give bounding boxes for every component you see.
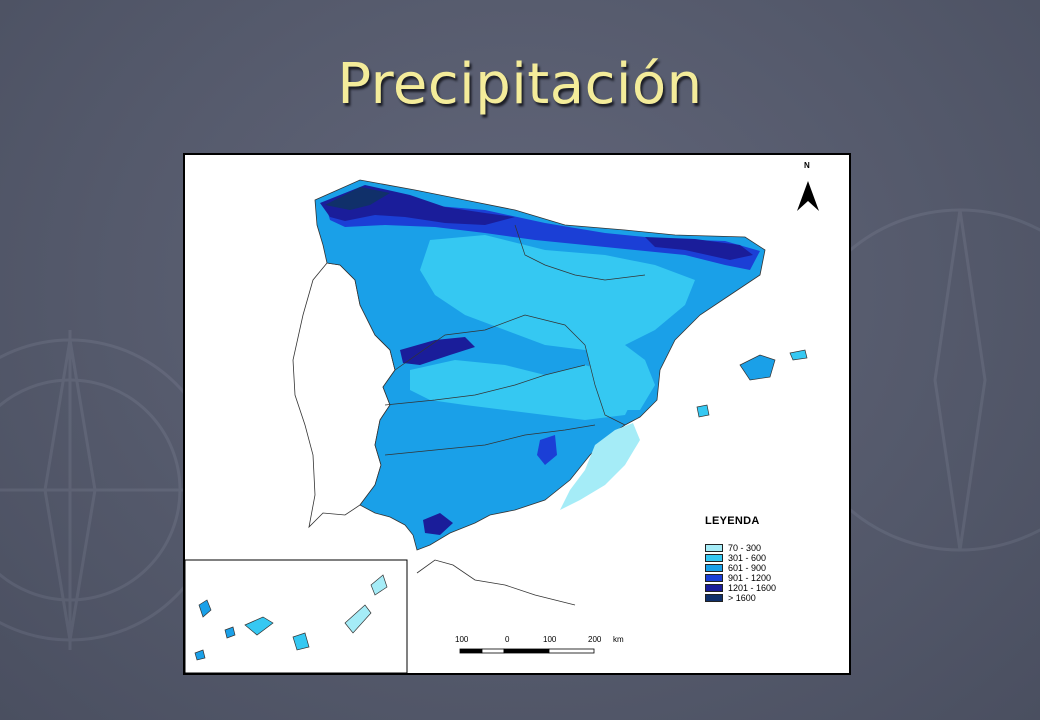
legend-label: 301 - 600 <box>728 553 767 563</box>
north-arrow-icon <box>797 181 819 211</box>
canary-islands-inset <box>185 559 408 673</box>
precipitation-map: N 100 0 100 200 km LEYENDA 70 - 300 301 … <box>183 153 851 675</box>
balearic-menorca <box>789 349 808 361</box>
legend-item: 1201 - 1600 <box>705 583 825 593</box>
zone-301-600-north <box>420 235 695 350</box>
slide-title: Precipitación <box>337 52 703 117</box>
legend-item: 601 - 900 <box>705 563 825 573</box>
canary-islands <box>194 574 388 661</box>
legend-swatch <box>705 574 723 582</box>
zone-70-300-southeast <box>560 423 640 510</box>
zone-1201-1600-pyrenees <box>645 237 753 260</box>
legend-label: 601 - 900 <box>728 563 767 573</box>
legend-label: 901 - 1200 <box>728 573 772 583</box>
legend-label: 70 - 300 <box>728 543 762 553</box>
legend-label: > 1600 <box>728 593 756 603</box>
legend-item: 70 - 300 <box>705 543 825 553</box>
legend-swatch <box>705 554 723 562</box>
legend-label: 1201 - 1600 <box>728 583 777 593</box>
map-legend: LEYENDA 70 - 300 301 - 600 601 - 900 901… <box>705 515 825 603</box>
legend-swatch <box>705 564 723 572</box>
zone-301-600-east <box>585 345 655 410</box>
legend-swatch <box>705 584 723 592</box>
scale-label: 100 <box>543 635 557 644</box>
north-africa-coast <box>416 559 576 606</box>
legend-item: 901 - 1200 <box>705 573 825 583</box>
balearic-ibiza <box>696 404 710 418</box>
legend-item: > 1600 <box>705 593 825 603</box>
basin-boundaries <box>384 224 646 456</box>
zone-1201-1600-grazalema <box>423 513 453 535</box>
balearic-mallorca <box>739 354 776 381</box>
legend-swatch <box>705 594 723 602</box>
scale-bar-labels: 100 0 100 200 km <box>455 635 635 649</box>
north-arrow-label: N <box>804 161 810 170</box>
legend-title: LEYENDA <box>705 515 760 527</box>
legend-item: 301 - 600 <box>705 553 825 563</box>
scale-bar <box>459 648 595 654</box>
scale-label: 200 <box>588 635 602 644</box>
map-canvas <box>185 179 819 673</box>
zone-901-1200-cazorla <box>537 435 557 465</box>
scale-label: 100 <box>455 635 469 644</box>
scale-label: km <box>613 635 624 644</box>
legend-swatch <box>705 544 723 552</box>
zone-301-600-center <box>410 360 635 420</box>
scale-label: 0 <box>505 635 510 644</box>
zone-over-1600-galicia <box>325 187 390 210</box>
zone-1201-1600-gredos <box>400 337 475 365</box>
